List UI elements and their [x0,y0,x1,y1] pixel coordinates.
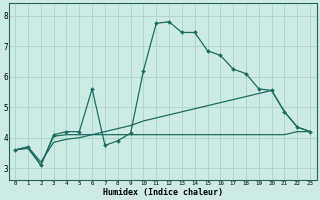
X-axis label: Humidex (Indice chaleur): Humidex (Indice chaleur) [103,188,223,197]
